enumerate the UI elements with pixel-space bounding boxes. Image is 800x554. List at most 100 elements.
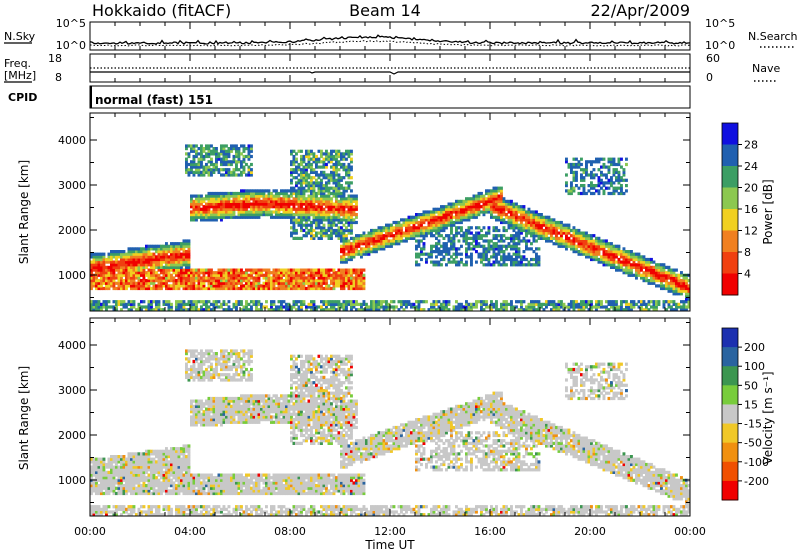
power-cell	[143, 305, 146, 308]
power-cell	[185, 239, 188, 242]
station-title: Hokkaido (fitACF)	[92, 1, 231, 20]
power-cell	[565, 158, 568, 161]
power-cell	[615, 300, 618, 303]
power-cell	[305, 269, 308, 272]
power-cell	[388, 224, 391, 227]
power-cell	[483, 300, 486, 303]
power-cell	[140, 300, 143, 303]
power-cell	[108, 300, 111, 303]
power-cell	[625, 300, 628, 303]
power-cell	[358, 269, 361, 272]
power-cell	[170, 284, 173, 287]
power-cell	[298, 150, 301, 153]
power-cell	[500, 303, 503, 306]
power-cell	[190, 300, 193, 303]
power-cell	[348, 269, 351, 272]
power-cell	[228, 269, 231, 272]
power-cell	[623, 168, 626, 171]
power-cell	[480, 245, 483, 248]
power-cell	[105, 258, 108, 261]
power-cell	[303, 269, 306, 272]
power-cell	[328, 173, 331, 176]
power-cell	[415, 226, 418, 229]
power-cell	[245, 155, 248, 158]
power-cell	[338, 200, 341, 203]
power-cell	[455, 300, 458, 303]
power-cell	[290, 179, 293, 182]
power-cell	[350, 181, 353, 184]
power-cell	[590, 192, 593, 195]
power-cell	[580, 173, 583, 176]
power-cell	[143, 300, 146, 303]
power-cell	[308, 269, 311, 272]
power-cell	[295, 181, 298, 184]
power-cell	[458, 200, 461, 203]
power-cell	[313, 269, 316, 272]
power-cell	[203, 197, 206, 200]
power-cell	[193, 155, 196, 158]
power-cell	[325, 300, 328, 303]
power-cell	[538, 247, 541, 250]
power-cell	[325, 163, 328, 166]
power-cell	[295, 300, 298, 303]
power-cell	[330, 274, 333, 277]
power-cell	[355, 221, 358, 224]
power-cell	[300, 168, 303, 171]
power-cell	[260, 269, 263, 272]
power-cell	[273, 300, 276, 303]
power-cell	[323, 300, 326, 303]
power-cell	[623, 300, 626, 303]
power-cell	[608, 158, 611, 161]
power-cell	[438, 208, 441, 211]
power-cell	[598, 258, 601, 261]
power-cell	[295, 229, 298, 232]
power-cell	[613, 158, 616, 161]
power-cell	[498, 187, 501, 190]
power-cell	[263, 274, 266, 277]
power-cell	[278, 300, 281, 303]
power-cell	[410, 216, 413, 219]
power-cell	[475, 300, 478, 303]
power-cell	[238, 269, 241, 272]
power-cell	[625, 184, 628, 187]
power-cell	[475, 195, 478, 198]
power-cell	[368, 232, 371, 235]
power-cell	[570, 181, 573, 184]
power-cell	[358, 303, 361, 306]
power-cell	[500, 245, 503, 248]
power-cell	[503, 300, 506, 303]
power-cell	[320, 300, 323, 303]
power-cell	[570, 239, 573, 242]
power-cell	[580, 300, 583, 303]
power-cell	[515, 203, 518, 206]
power-cell	[240, 160, 243, 163]
power-cell	[310, 176, 313, 179]
power-cell	[538, 213, 541, 216]
power-cell	[490, 300, 493, 303]
power-cell	[228, 160, 231, 163]
power-cell	[530, 263, 533, 266]
power-cell	[435, 216, 438, 219]
power-cell	[635, 303, 638, 306]
power-cell	[210, 303, 213, 306]
power-cell	[145, 271, 148, 274]
power-cell	[340, 245, 343, 248]
power-cell	[618, 305, 621, 308]
power-cell	[575, 300, 578, 303]
power-cell	[318, 173, 321, 176]
power-cell	[353, 195, 356, 198]
power-cell	[268, 189, 271, 192]
power-cell	[603, 305, 606, 308]
power-cell	[243, 271, 246, 274]
power-cell	[425, 253, 428, 256]
power-cell	[413, 216, 416, 219]
power-cell	[285, 303, 288, 306]
power-cell	[300, 237, 303, 240]
power-cell	[223, 192, 226, 195]
power-cell	[208, 166, 211, 169]
power-cell	[458, 303, 461, 306]
power-cell	[478, 300, 481, 303]
power-cell	[335, 224, 338, 227]
power-cell	[435, 242, 438, 245]
power-cell	[610, 158, 613, 161]
